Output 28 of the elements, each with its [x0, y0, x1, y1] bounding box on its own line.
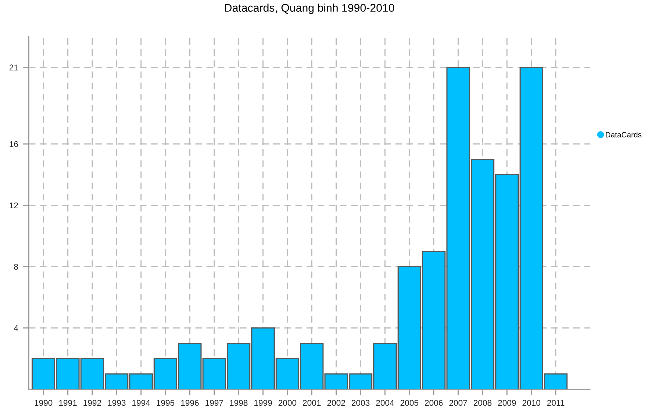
x-tick-label: 2001: [303, 400, 321, 406]
x-tick-label: 2008: [474, 400, 492, 406]
x-tick-label: 2002: [328, 400, 346, 406]
x-tick-label: 2007: [450, 400, 468, 406]
x-tick-label: 1995: [157, 400, 175, 406]
y-tick-label: 16: [10, 141, 18, 148]
x-tick-label: 1991: [59, 400, 77, 406]
y-tick-label: 4: [14, 325, 18, 332]
y-tick-label: 21: [10, 64, 18, 71]
x-tick-label: 2004: [376, 400, 394, 406]
x-tick-label: 2009: [498, 400, 516, 406]
x-tick-label: 2000: [278, 400, 297, 406]
x-tick-label: 1998: [230, 400, 248, 406]
x-tick-label: 2005: [400, 400, 419, 406]
y-tick-label: 12: [10, 202, 18, 209]
x-tick-label: 2011: [547, 400, 565, 406]
x-tick-label: 2010: [522, 400, 541, 406]
x-tick-label: 1997: [206, 400, 224, 406]
x-tick-label: 1996: [181, 400, 199, 406]
y-tick-label: 8: [14, 264, 18, 270]
x-tick-label: 2006: [425, 400, 443, 406]
x-tick-label: 2003: [352, 400, 370, 406]
chart-title: Datacards, Quang binh 1990-2010: [225, 4, 394, 14]
x-tick-label: 1993: [108, 400, 126, 406]
x-tick-label: 1999: [254, 400, 272, 406]
x-tick-label: 1994: [132, 400, 150, 406]
x-tick-label: 1992: [84, 400, 102, 406]
x-tick-label: 1990: [35, 400, 53, 406]
